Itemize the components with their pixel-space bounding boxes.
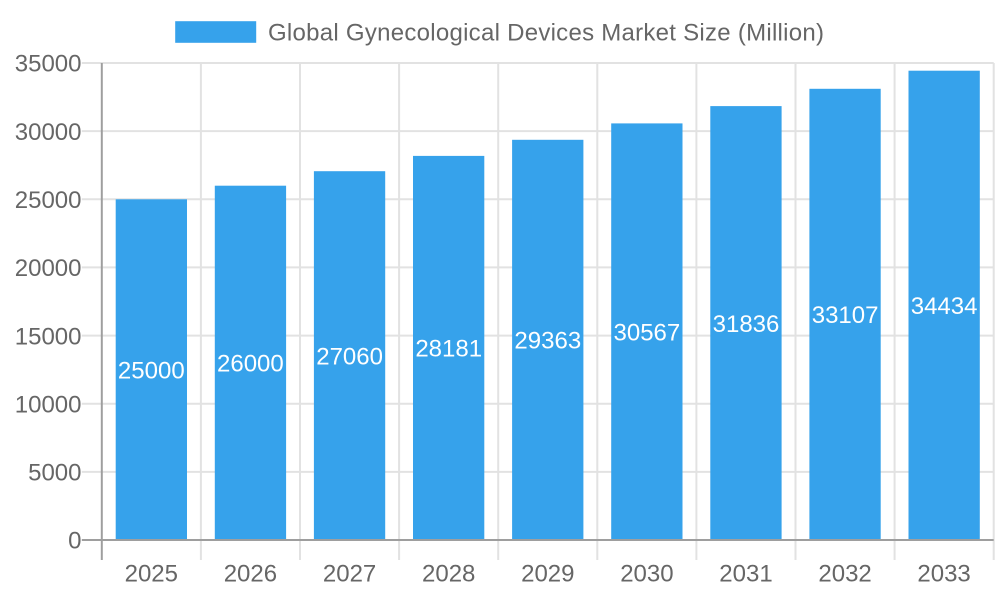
svg-text:15000: 15000 bbox=[15, 323, 82, 350]
svg-text:Global Gynecological Devices M: Global Gynecological Devices Market Size… bbox=[268, 20, 824, 47]
svg-text:30567: 30567 bbox=[614, 319, 681, 346]
svg-text:27060: 27060 bbox=[316, 343, 383, 370]
svg-text:26000: 26000 bbox=[217, 351, 284, 378]
svg-text:33107: 33107 bbox=[812, 302, 879, 329]
svg-text:34434: 34434 bbox=[911, 293, 978, 320]
svg-text:25000: 25000 bbox=[15, 187, 82, 214]
svg-text:10000: 10000 bbox=[15, 391, 82, 418]
svg-text:2032: 2032 bbox=[818, 561, 871, 588]
svg-text:2027: 2027 bbox=[323, 561, 376, 588]
svg-text:5000: 5000 bbox=[28, 460, 81, 487]
svg-text:28181: 28181 bbox=[415, 336, 482, 363]
svg-text:35000: 35000 bbox=[15, 51, 82, 78]
svg-text:0: 0 bbox=[68, 528, 81, 555]
svg-text:2026: 2026 bbox=[224, 561, 277, 588]
svg-text:2030: 2030 bbox=[620, 561, 673, 588]
svg-text:25000: 25000 bbox=[118, 357, 185, 384]
svg-text:2033: 2033 bbox=[917, 561, 970, 588]
svg-text:2029: 2029 bbox=[521, 561, 574, 588]
svg-text:31836: 31836 bbox=[713, 311, 780, 338]
svg-text:2025: 2025 bbox=[125, 561, 178, 588]
svg-text:2028: 2028 bbox=[422, 561, 475, 588]
svg-text:30000: 30000 bbox=[15, 119, 82, 146]
svg-text:2031: 2031 bbox=[719, 561, 772, 588]
svg-text:20000: 20000 bbox=[15, 255, 82, 282]
svg-text:29363: 29363 bbox=[514, 328, 581, 355]
